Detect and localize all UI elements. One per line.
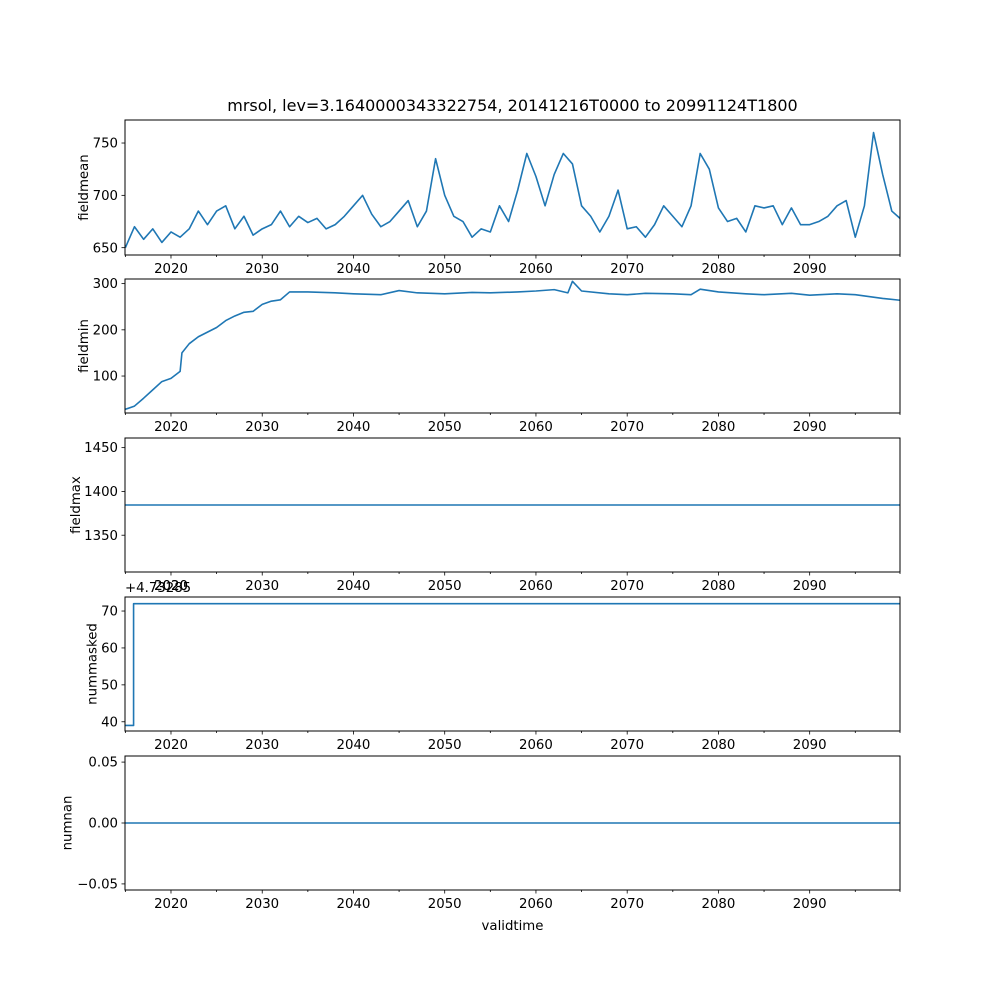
x-tick-label: 2040: [337, 897, 371, 912]
chart-title: mrsol, lev=3.1640000343322754, 20141216T…: [227, 96, 797, 115]
x-tick-label: 2070: [610, 262, 644, 277]
y-tick-label: 1400: [84, 485, 118, 500]
x-tick-label: 2020: [154, 420, 188, 435]
x-tick-label: 2070: [610, 897, 644, 912]
x-tick-label: 2080: [702, 579, 736, 594]
x-tick-label: 2040: [337, 579, 371, 594]
x-tick-label: 2080: [702, 738, 736, 753]
y-tick-label: −0.05: [77, 878, 118, 893]
nummasked-panel-frame: [124, 596, 901, 732]
y-axis-label: fieldmean: [77, 154, 92, 220]
y-tick-label: 100: [93, 370, 118, 385]
x-tick-label: 2030: [245, 897, 279, 912]
overlapping-tick-label: 2020: [154, 579, 188, 594]
y-axis-label: numnan: [61, 796, 76, 851]
x-tick-label: 2050: [428, 738, 462, 753]
x-tick-label: 2070: [610, 579, 644, 594]
x-tick-label: 2040: [337, 738, 371, 753]
x-tick-label: 2030: [245, 738, 279, 753]
x-tick-label: 2060: [519, 262, 553, 277]
y-tick-label: 200: [93, 323, 118, 338]
y-axis-label: fieldmin: [77, 319, 92, 373]
x-tick-label: 2070: [610, 738, 644, 753]
fieldmean-panel: 2020 2030 2040 2050 2060 2070 2080 2090 650 700 75…: [77, 119, 901, 277]
fieldmax-panel-frame: [124, 437, 901, 573]
x-tick-label: 2090: [793, 738, 827, 753]
x-tick-label: 2080: [702, 262, 736, 277]
y-tick-label: 70: [101, 605, 118, 620]
nummasked-panel: 2020 2030 2040 2050 2060 2070 2080 2090 40 50 60 70…: [85, 579, 901, 753]
y-axis-label: nummasked: [85, 623, 100, 705]
fieldmin-panel: 2020 2030 2040 2050 2060 2070 2080 2090 100 200 30…: [77, 277, 901, 435]
y-tick-label: 650: [93, 241, 118, 256]
x-tick-label: 2070: [610, 420, 644, 435]
fieldmin-panel-frame: [124, 278, 901, 414]
fieldmax-panel: 2020 2030 2040 2050 2060 2070 2080 2090 1350 1400…: [69, 437, 901, 594]
x-tick-label: 2050: [428, 262, 462, 277]
y-tick-label: 60: [101, 642, 118, 657]
y-tick-label: 1350: [84, 529, 118, 544]
subplot-stack: 2020 2030 2040 2050 2060 2070 2080 2090 650 700 75…: [61, 119, 901, 912]
fieldmean-panel-frame: [124, 119, 901, 256]
x-tick-label: 2060: [519, 420, 553, 435]
x-tick-label: 2020: [154, 579, 188, 594]
x-tick-label: 2020: [154, 738, 188, 753]
y-tick-label: 750: [93, 137, 118, 152]
x-tick-label: 2060: [519, 897, 553, 912]
x-tick-label: 2090: [793, 420, 827, 435]
x-tick-label: 2080: [702, 420, 736, 435]
y-tick-label: 0.05: [88, 756, 118, 771]
x-tick-label: 2050: [428, 897, 462, 912]
y-axis-label: fieldmax: [69, 476, 84, 534]
x-tick-label: 2040: [337, 262, 371, 277]
y-tick-label: 300: [93, 277, 118, 292]
x-tick-label: 2090: [793, 262, 827, 277]
x-tick-label: 2030: [245, 262, 279, 277]
numnan-panel: 2020 2030 2040 2050 2060 2070 2080 2090 −0.05 0.0…: [61, 755, 901, 912]
y-tick-label: 1450: [84, 441, 118, 456]
y-tick-label: 40: [101, 715, 118, 730]
x-tick-label: 2060: [519, 579, 553, 594]
y-tick-label: 0.00: [88, 817, 118, 832]
x-tick-label: 2090: [793, 579, 827, 594]
x-tick-label: 2050: [428, 579, 462, 594]
nummasked-line: [125, 602, 900, 727]
x-tick-label: 2060: [519, 738, 553, 753]
x-tick-label: 2080: [702, 897, 736, 912]
fieldmin-line: [125, 280, 900, 411]
x-tick-label: 2030: [245, 420, 279, 435]
y-tick-label: 50: [101, 678, 118, 693]
fieldmean-line: [125, 131, 900, 248]
offset-label: +4.73285: [125, 581, 191, 596]
x-tick-label: 2050: [428, 420, 462, 435]
x-tick-label: 2040: [337, 420, 371, 435]
x-tick-label: 2030: [245, 579, 279, 594]
x-tick-label: 2020: [154, 897, 188, 912]
x-tick-label: 2020: [154, 262, 188, 277]
y-tick-label: 700: [93, 189, 118, 204]
x-tick-label: 2090: [793, 897, 827, 912]
x-axis-label: validtime: [482, 919, 544, 934]
